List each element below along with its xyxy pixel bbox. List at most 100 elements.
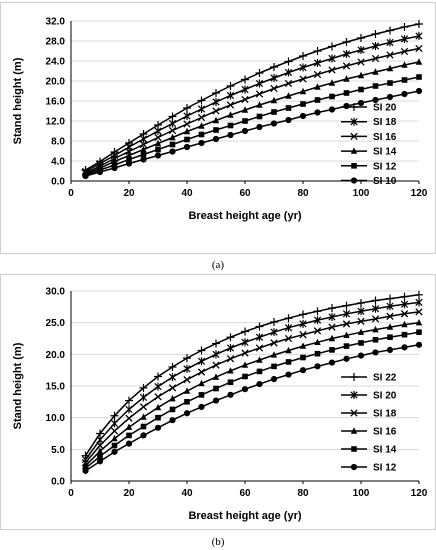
data-point: [212, 361, 220, 369]
data-point: [212, 373, 220, 380]
data-point: [371, 42, 380, 50]
legend-marker: [350, 132, 358, 141]
data-point: [154, 424, 162, 431]
data-point: [169, 133, 176, 141]
data-point: [285, 105, 292, 111]
data-point: [140, 156, 147, 163]
legend-marker: [350, 391, 358, 399]
data-point: [343, 90, 350, 96]
data-point: [212, 339, 220, 348]
data-point: [227, 131, 234, 139]
x-tick-label: 60: [239, 188, 251, 199]
data-point: [183, 120, 191, 128]
series-line: [85, 344, 420, 472]
data-point: [241, 127, 249, 135]
legend-label: SI 16: [373, 427, 397, 438]
data-point: [197, 346, 206, 355]
data-point: [342, 301, 351, 310]
legend-marker: [351, 163, 357, 169]
data-point: [198, 131, 205, 138]
y-tick-label: 12.0: [46, 117, 66, 128]
data-point: [125, 396, 133, 405]
data-point: [241, 349, 249, 357]
x-tick-label: 40: [181, 488, 193, 499]
data-point: [154, 393, 162, 401]
data-point: [154, 372, 162, 381]
legend-item: SI 20: [341, 391, 397, 402]
data-point: [242, 373, 248, 380]
data-point: [168, 112, 177, 121]
data-point: [386, 346, 394, 353]
data-point: [227, 391, 234, 398]
data-point: [212, 107, 220, 115]
data-point: [255, 79, 264, 88]
data-point: [168, 384, 177, 392]
data-point: [357, 99, 365, 107]
legend-item: SI 18: [341, 117, 397, 128]
data-point: [255, 344, 264, 352]
legend-label: SI 14: [373, 445, 397, 456]
legend-marker: [350, 409, 358, 417]
legend-marker: [350, 177, 358, 184]
data-point: [401, 90, 408, 98]
data-point: [256, 123, 263, 131]
legend-item: SI 10: [341, 176, 397, 187]
data-point: [255, 333, 264, 342]
data-point: [169, 406, 176, 413]
data-point: [401, 331, 408, 338]
data-point: [386, 312, 394, 320]
data-point: [197, 113, 206, 122]
data-point: [140, 423, 147, 430]
data-point: [241, 327, 249, 336]
series-line: [85, 76, 420, 176]
data-point: [357, 328, 365, 335]
data-point: [357, 34, 365, 42]
data-point: [343, 331, 350, 339]
data-point: [299, 52, 307, 60]
data-point: [183, 364, 191, 373]
data-point: [386, 26, 394, 35]
legend-item: SI 12: [341, 161, 397, 172]
data-point: [183, 387, 191, 394]
data-point: [226, 82, 235, 90]
data-point: [358, 86, 364, 93]
series-si-16: [81, 44, 423, 177]
data-point: [357, 71, 365, 79]
data-point: [357, 299, 365, 308]
data-point: [140, 145, 147, 153]
data-point: [270, 375, 278, 383]
chart-a-svg: 0.0 4.0 8.0 12.0 16.0 20.0 24.0 28.0 32.0 0 20 40 60…: [12, 17, 428, 223]
x-tick-label: 120: [411, 188, 428, 199]
data-point: [96, 447, 104, 454]
x-tick-label: 20: [123, 188, 135, 199]
data-point: [343, 343, 350, 349]
data-point: [256, 113, 263, 120]
x-tick-label: 120: [411, 488, 428, 499]
data-point: [270, 63, 278, 71]
caption-b: (b): [211, 536, 225, 548]
data-point: [168, 373, 177, 382]
data-point: [284, 334, 293, 343]
data-point: [415, 308, 423, 316]
data-point: [183, 143, 191, 151]
data-point: [270, 84, 278, 93]
data-point: [371, 315, 380, 323]
data-point: [241, 361, 249, 368]
data-point: [197, 105, 206, 113]
data-point: [343, 75, 350, 82]
data-point: [300, 354, 306, 361]
data-point: [284, 314, 293, 323]
data-point: [270, 339, 278, 347]
data-point: [270, 96, 278, 104]
data-point: [328, 106, 336, 113]
series-si-18: [81, 308, 423, 467]
data-point: [299, 75, 307, 83]
data-point: [197, 96, 206, 105]
data-point: [96, 458, 104, 465]
data-point: [213, 127, 219, 133]
data-point: [357, 352, 365, 359]
data-point: [401, 344, 408, 351]
data-point: [416, 74, 422, 80]
data-point: [169, 394, 176, 402]
data-point: [372, 83, 379, 89]
